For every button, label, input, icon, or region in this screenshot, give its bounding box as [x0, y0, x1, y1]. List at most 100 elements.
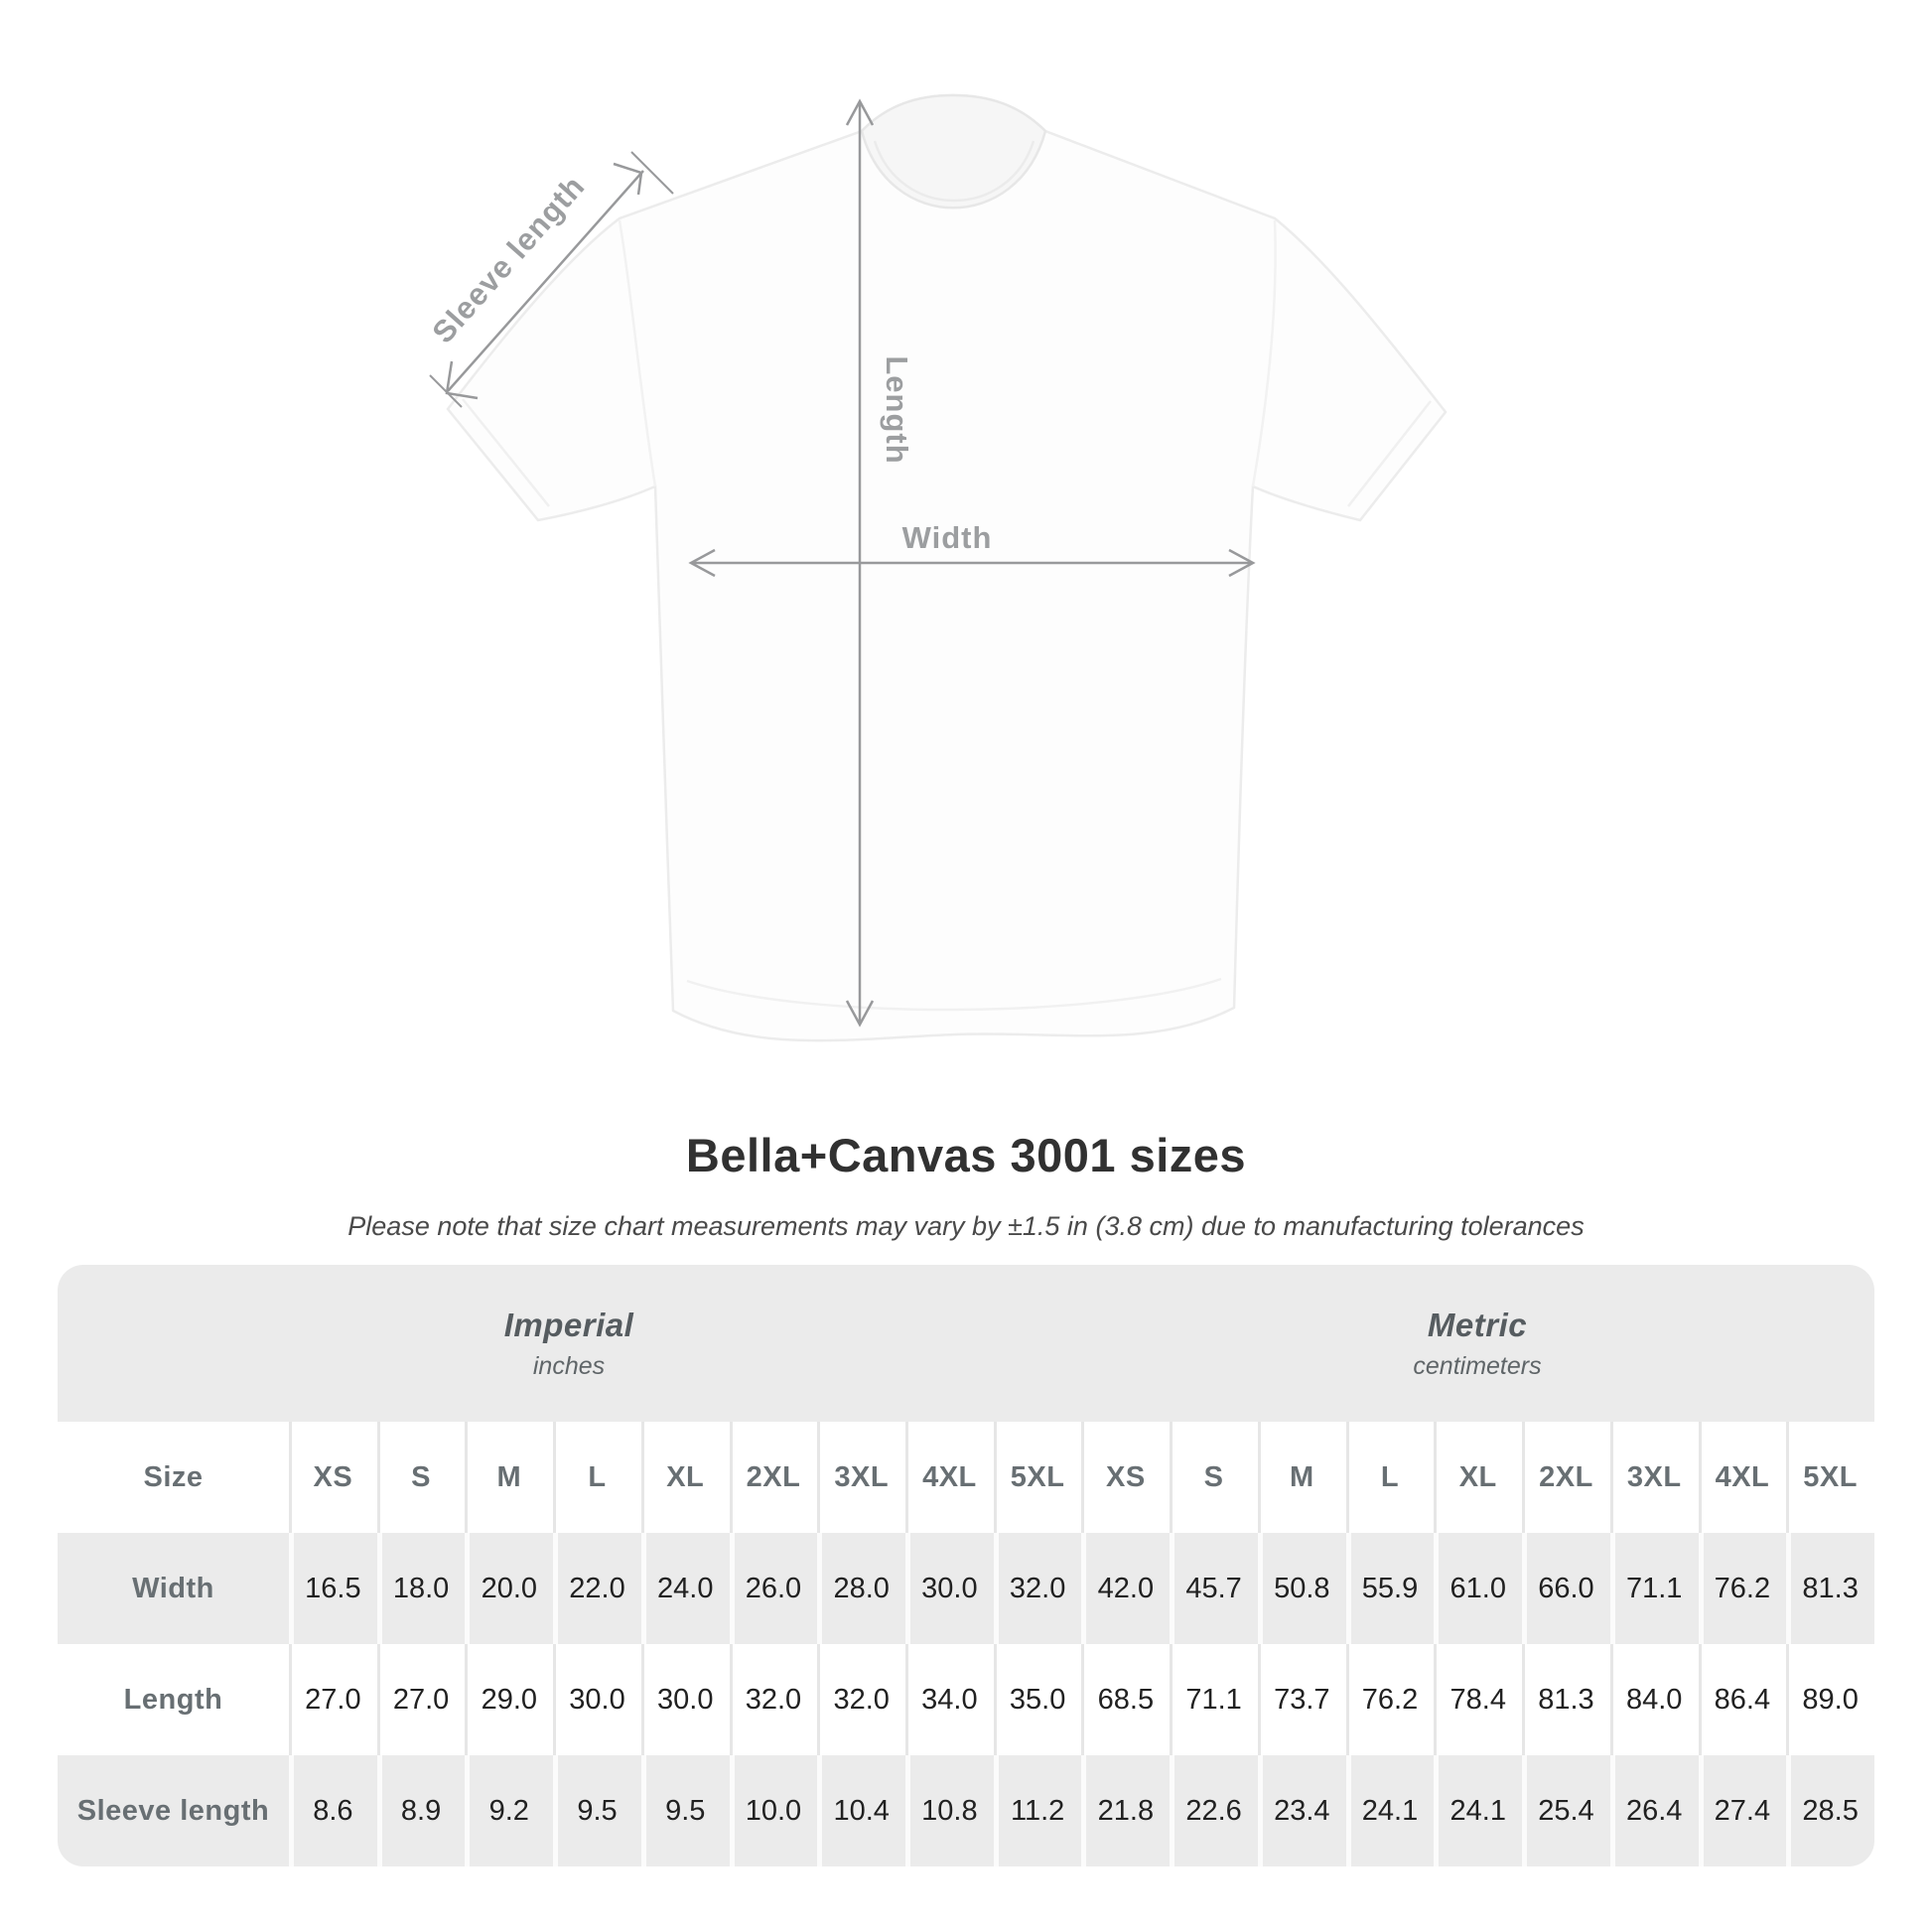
value-cell-text: 68.5 [1097, 1683, 1155, 1716]
value-cell: 50.8 [1258, 1533, 1346, 1644]
size-column-header-text: 5XL [1803, 1460, 1858, 1493]
tshirt-shape [446, 93, 1448, 1042]
value-cell: 9.5 [553, 1755, 641, 1866]
metric-label: Metric [1427, 1306, 1528, 1343]
value-cell-text: 32.0 [1009, 1572, 1066, 1604]
value-cell-text: 78.4 [1449, 1683, 1506, 1716]
value-cell-text: 24.1 [1361, 1794, 1419, 1827]
value-cell-text: 61.0 [1449, 1572, 1506, 1604]
value-cell-text: 10.8 [921, 1794, 978, 1827]
value-cell: 9.5 [641, 1755, 730, 1866]
size-column-header: 2XL [730, 1422, 818, 1533]
imperial-label: Imperial [503, 1306, 634, 1343]
size-column-header: 5XL [994, 1422, 1082, 1533]
value-cell-text: 9.5 [577, 1794, 618, 1827]
value-cell-text: 8.9 [400, 1794, 442, 1827]
value-cell-text: 16.5 [305, 1572, 361, 1604]
value-cell: 24.1 [1346, 1755, 1435, 1866]
value-cell-text: 81.3 [1802, 1572, 1859, 1604]
value-cell-text: 18.0 [392, 1572, 450, 1604]
value-cell: 89.0 [1786, 1644, 1874, 1755]
value-cell: 81.3 [1786, 1533, 1874, 1644]
value-cell-text: 29.0 [481, 1683, 538, 1716]
value-cell: 26.4 [1610, 1755, 1699, 1866]
value-cell-text: 45.7 [1185, 1572, 1242, 1604]
value-cell: 30.0 [905, 1533, 994, 1644]
unit-header-band: Imperial inches Metric centimeters [58, 1265, 1874, 1422]
value-cell: 8.6 [289, 1755, 377, 1866]
value-cell-text: 11.2 [1010, 1794, 1065, 1827]
size-header-cell: Size [58, 1422, 289, 1533]
row-label: Length [58, 1644, 289, 1755]
value-cell-text: 24.0 [657, 1572, 714, 1604]
row-label-text: Length [123, 1683, 223, 1716]
sleeve-length-arrow [429, 151, 674, 408]
value-cell-text: 30.0 [569, 1683, 625, 1716]
size-column-header: M [1258, 1422, 1346, 1533]
value-cell: 28.0 [817, 1533, 905, 1644]
value-cell: 68.5 [1081, 1644, 1170, 1755]
width-label: Width [902, 520, 993, 555]
value-cell-text: 8.6 [313, 1794, 353, 1827]
value-cell-text: 32.0 [745, 1683, 802, 1716]
value-cell-text: 28.0 [833, 1572, 890, 1604]
row-label: Width [58, 1533, 289, 1644]
size-column-header: 4XL [1699, 1422, 1787, 1533]
value-cell-text: 21.8 [1097, 1794, 1155, 1827]
value-cell: 22.0 [553, 1533, 641, 1644]
value-cell: 35.0 [994, 1644, 1082, 1755]
value-cell-text: 22.0 [569, 1572, 625, 1604]
value-cell-text: 27.4 [1714, 1794, 1771, 1827]
imperial-unit-label: inches [532, 1351, 606, 1380]
value-cell-text: 26.0 [745, 1572, 802, 1604]
value-cell: 22.6 [1170, 1755, 1258, 1866]
value-cell: 32.0 [994, 1533, 1082, 1644]
value-cell: 26.0 [730, 1533, 818, 1644]
value-cell-text: 30.0 [921, 1572, 978, 1604]
size-column-header-text: M [1289, 1460, 1314, 1493]
value-cell-text: 32.0 [833, 1683, 890, 1716]
value-cell: 71.1 [1610, 1533, 1699, 1644]
value-cell: 23.4 [1258, 1755, 1346, 1866]
value-cell: 45.7 [1170, 1533, 1258, 1644]
value-cell: 24.1 [1434, 1755, 1522, 1866]
value-cell: 18.0 [377, 1533, 466, 1644]
value-cell: 34.0 [905, 1644, 994, 1755]
value-cell-text: 76.2 [1361, 1683, 1419, 1716]
size-column-header-text: 5XL [1010, 1460, 1065, 1493]
size-column-header: L [1346, 1422, 1435, 1533]
value-cell-text: 25.4 [1538, 1794, 1594, 1827]
value-cell-text: 22.6 [1185, 1794, 1242, 1827]
value-cell: 76.2 [1699, 1533, 1787, 1644]
size-column-header: S [377, 1422, 466, 1533]
value-cell-text: 10.0 [745, 1794, 802, 1827]
size-column-header-text: XS [313, 1460, 353, 1493]
value-cell: 16.5 [289, 1533, 377, 1644]
value-cell: 55.9 [1346, 1533, 1435, 1644]
size-column-header-text: 4XL [1715, 1460, 1770, 1493]
length-label: Length [880, 355, 914, 464]
value-cell: 32.0 [817, 1644, 905, 1755]
size-column-header-text: L [588, 1460, 607, 1493]
size-column-header: 5XL [1786, 1422, 1874, 1533]
value-cell-text: 71.1 [1185, 1683, 1242, 1716]
value-cell-text: 89.0 [1802, 1683, 1859, 1716]
value-cell: 10.4 [817, 1755, 905, 1866]
page-subtitle: Please note that size chart measurements… [347, 1211, 1585, 1241]
value-cell: 76.2 [1346, 1644, 1435, 1755]
size-header-label: Size [143, 1460, 204, 1493]
value-cell: 30.0 [641, 1644, 730, 1755]
value-cell: 28.5 [1786, 1755, 1874, 1866]
width-arrow [688, 548, 1256, 578]
size-column-header: 3XL [817, 1422, 905, 1533]
value-cell-text: 66.0 [1538, 1572, 1594, 1604]
table-row-length: Length 27.0 27.0 29.0 30.0 30.0 32.0 32.0 34.0 35… [58, 1644, 1874, 1755]
value-cell-text: 55.9 [1361, 1572, 1419, 1604]
size-column-header: S [1170, 1422, 1258, 1533]
metric-unit-label: centimeters [1413, 1351, 1542, 1380]
size-column-header-text: XL [1458, 1460, 1497, 1493]
size-header-row: Size XS S M L XL 2XL 3XL 4XL 5XL XS S M L XL 2XL 3XL 4XL… [58, 1422, 1874, 1533]
value-cell: 10.0 [730, 1755, 818, 1866]
value-cell-text: 26.4 [1625, 1794, 1683, 1827]
